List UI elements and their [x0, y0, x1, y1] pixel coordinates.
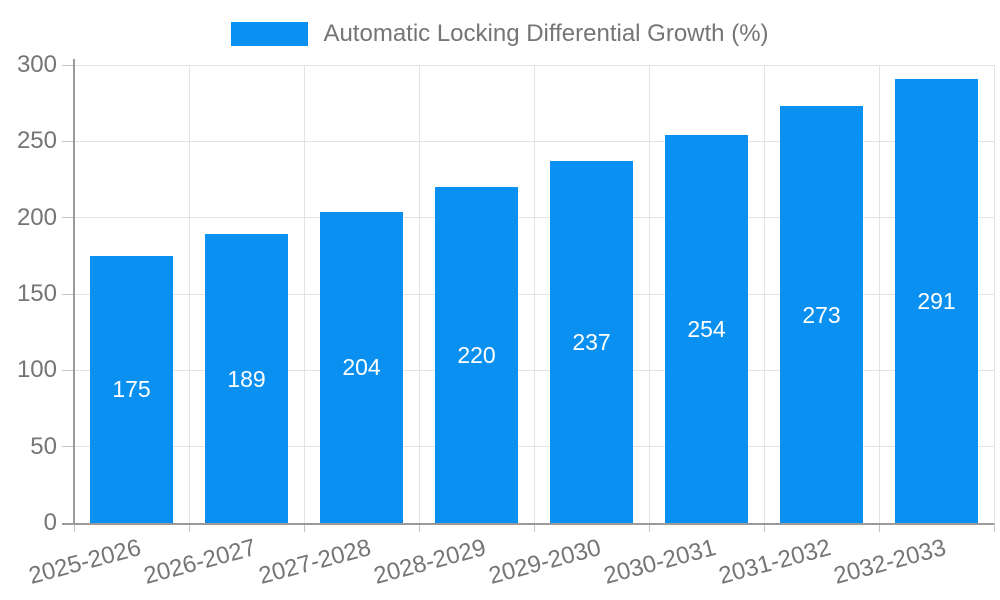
gridline-vertical	[188, 65, 190, 523]
x-axis-tick-label: 2026-2027	[140, 534, 259, 590]
gridline-vertical	[533, 65, 535, 523]
bar-value-label: 175	[112, 376, 151, 403]
y-axis-tick-label: 100	[16, 356, 57, 384]
bar-value-label: 237	[572, 329, 611, 356]
x-axis-tick	[418, 523, 420, 532]
gridline-vertical	[763, 65, 765, 523]
y-axis-tick	[62, 446, 74, 448]
bar	[320, 211, 403, 523]
x-axis-tick-label: 2028-2029	[370, 534, 489, 590]
y-axis-tick-label: 150	[16, 280, 57, 307]
bar	[205, 234, 288, 523]
y-axis-tick	[62, 217, 74, 219]
x-axis-tick-label: 2027-2028	[255, 534, 374, 590]
y-axis-tick-label: 300	[16, 51, 57, 78]
x-axis-tick	[303, 523, 305, 532]
bar-value-label: 189	[227, 365, 266, 392]
bar	[435, 187, 518, 523]
bar	[780, 106, 863, 523]
y-axis-tick	[62, 64, 74, 66]
x-axis-tick-label: 2030-2031	[600, 534, 719, 590]
legend-item[interactable]: Automatic Locking Differential Growth (%…	[231, 20, 769, 48]
y-axis-tick-label: 0	[43, 509, 57, 536]
chart-legend: Automatic Locking Differential Growth (%…	[0, 18, 1000, 50]
x-axis-tick-label: 2025-2026	[25, 534, 144, 590]
y-axis-tick-label: 50	[30, 432, 57, 460]
y-axis-tick-label: 250	[16, 127, 57, 155]
bar	[895, 78, 978, 523]
gridline-vertical	[303, 65, 305, 523]
x-axis-tick	[878, 523, 880, 532]
bar-value-label: 254	[687, 316, 726, 343]
x-axis-tick	[993, 523, 995, 532]
legend-label: Automatic Locking Differential Growth (%…	[323, 20, 769, 47]
x-axis-tick	[648, 523, 650, 532]
x-axis-tick-label: 2032-2033	[830, 534, 949, 590]
y-axis-tick	[62, 369, 74, 371]
x-axis-tick	[188, 523, 190, 532]
bar-value-label: 204	[342, 354, 381, 381]
bar	[665, 135, 748, 523]
y-axis-line	[73, 59, 75, 523]
bar	[550, 161, 633, 523]
bar-value-label: 220	[457, 342, 496, 369]
bar	[90, 255, 173, 523]
x-axis-tick	[533, 523, 535, 532]
gridline-vertical	[993, 65, 995, 523]
legend-swatch-icon	[231, 22, 309, 46]
x-axis-tick	[763, 523, 765, 532]
y-axis-tick-label: 200	[16, 203, 57, 231]
y-axis-tick	[62, 140, 74, 142]
x-axis-tick-label: 2029-2030	[485, 534, 604, 590]
y-axis-tick	[62, 293, 74, 295]
bar-value-label: 291	[917, 287, 956, 314]
gridline-vertical	[648, 65, 650, 523]
gridline-vertical	[878, 65, 880, 523]
x-axis-line	[62, 523, 994, 525]
bar-value-label: 273	[802, 301, 841, 328]
x-axis-tick	[73, 523, 75, 532]
x-axis-tick-label: 2031-2032	[715, 534, 834, 590]
gridline-vertical	[418, 65, 420, 523]
